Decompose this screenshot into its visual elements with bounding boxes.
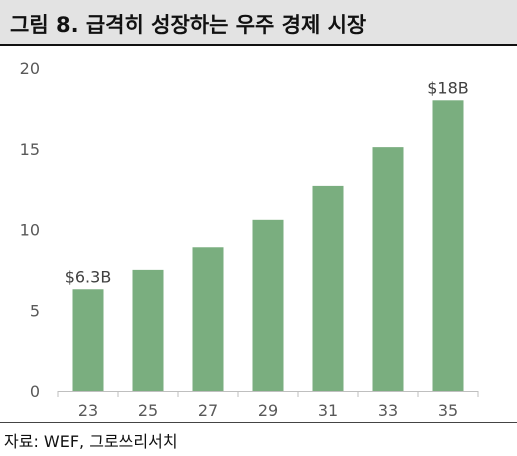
- source-note: 자료: WEF, 그로쓰리서치: [4, 432, 178, 451]
- data-label: $6.3B: [65, 267, 112, 286]
- y-axis-tick-labels: 0 5 10 15 20: [20, 59, 40, 401]
- x-tick-label: 25: [138, 401, 158, 420]
- bar-chart: 0 5 10 15 20 23 25 27 29 31 33 35 $6.3B $18B: [20, 59, 479, 420]
- y-tick-label: 10: [20, 221, 40, 240]
- x-axis-tick-labels: 23 25 27 29 31 33 35: [78, 401, 458, 420]
- x-tick-label: 27: [198, 401, 218, 420]
- bar-31: [312, 185, 344, 391]
- bar-29: [252, 219, 284, 391]
- x-tick-label: 35: [438, 401, 458, 420]
- data-label: $18B: [427, 78, 469, 97]
- bars: [72, 100, 464, 392]
- y-tick-label: 15: [20, 140, 40, 159]
- bar-25: [132, 269, 164, 391]
- bar-23: [72, 289, 104, 391]
- x-tick-label: 33: [378, 401, 398, 420]
- x-tick-label: 31: [318, 401, 338, 420]
- y-tick-label: 20: [20, 59, 40, 78]
- x-tick-label: 29: [258, 401, 278, 420]
- source-divider: [0, 422, 517, 423]
- chart-title: 그림 8. 급격히 성장하는 우주 경제 시장: [10, 13, 367, 37]
- x-tick-label: 23: [78, 401, 98, 420]
- bar-27: [192, 247, 224, 391]
- bar-33: [372, 147, 404, 391]
- y-tick-label: 0: [30, 382, 40, 401]
- y-tick-label: 5: [30, 301, 40, 320]
- bar-35: [432, 100, 464, 392]
- title-bar: 그림 8. 급격히 성장하는 우주 경제 시장: [0, 0, 517, 46]
- x-axis: [57, 391, 479, 397]
- data-labels: $6.3B $18B: [65, 78, 469, 286]
